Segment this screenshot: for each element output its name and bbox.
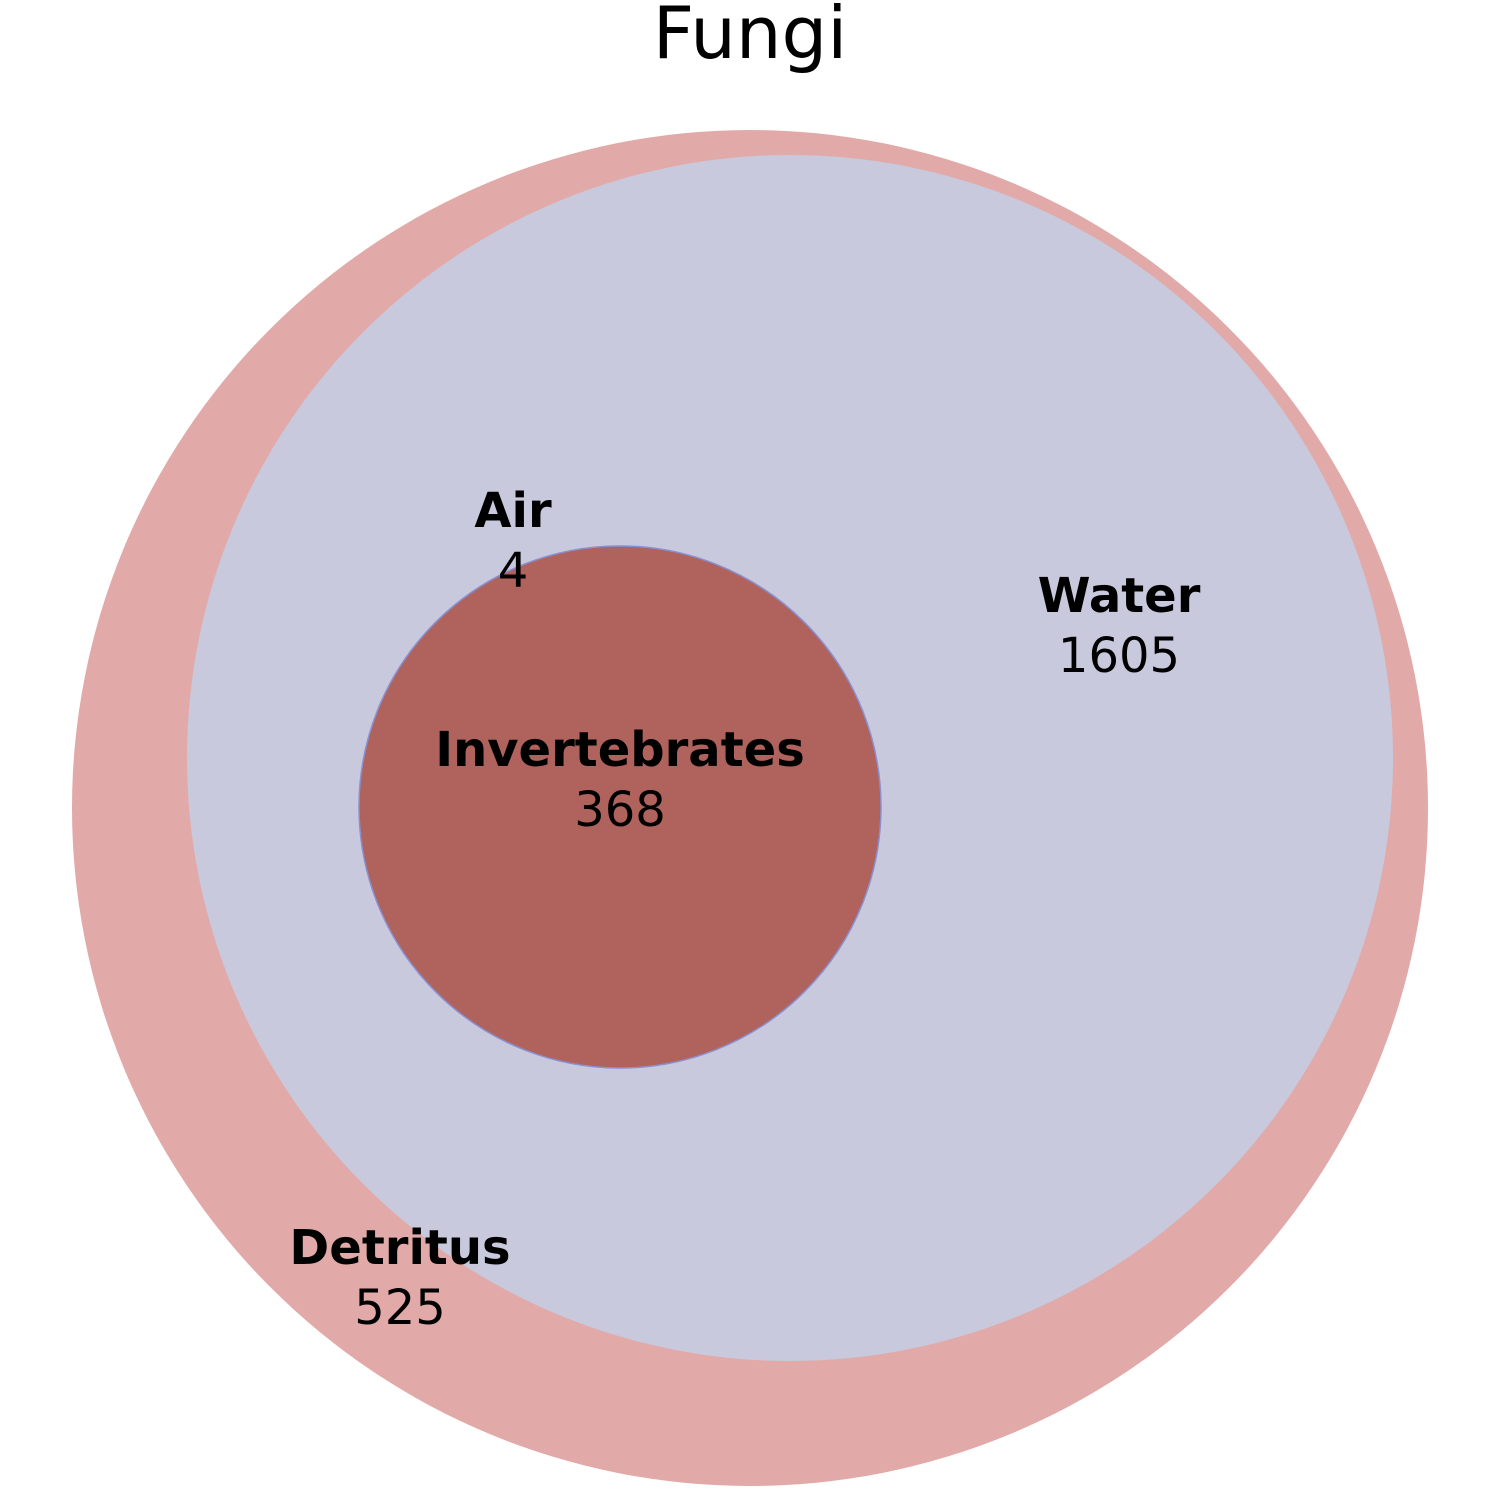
invertebrates-circle bbox=[358, 545, 882, 1069]
detritus-count: 525 bbox=[354, 1280, 446, 1336]
invertebrates-label: Invertebrates bbox=[435, 722, 805, 778]
diagram-title: Fungi bbox=[653, 0, 847, 75]
water-count: 1605 bbox=[1058, 628, 1180, 684]
air-label: Air bbox=[474, 483, 552, 539]
water-label: Water bbox=[1038, 568, 1201, 624]
air-count: 4 bbox=[498, 543, 529, 599]
detritus-label: Detritus bbox=[289, 1220, 510, 1276]
invertebrates-count: 368 bbox=[574, 782, 666, 838]
